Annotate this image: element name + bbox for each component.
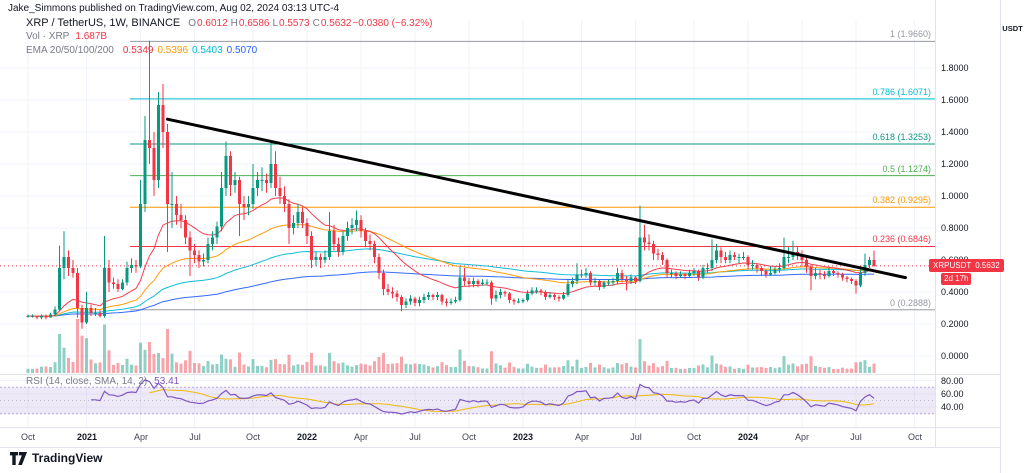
- badge-price: 0.5632: [975, 261, 1000, 270]
- ema-label: EMA 20/50/100/200: [26, 45, 114, 56]
- bar-countdown-badge: 2d 17h: [941, 273, 972, 285]
- ema-legend-row[interactable]: EMA 20/50/100/200 0.5349 0.5396 0.5403 0.50…: [26, 45, 433, 59]
- brand-name: TradingView: [32, 451, 103, 465]
- ohlc-values: O0.6012 H0.6586 L0.5573 C0.5632−0.0380 (−6.…: [188, 18, 433, 29]
- ema-values: 0.5349 0.5396 0.5403 0.5070: [122, 45, 258, 56]
- currency-usdt-button[interactable]: USDT: [1002, 24, 1023, 33]
- axis-separator: [935, 0, 936, 447]
- price-axis[interactable]: [935, 0, 1000, 427]
- chart-legend: XRP / TetherUS, 1W, BINANCE O0.6012 H0.65…: [26, 17, 433, 59]
- pane-separator[interactable]: [0, 374, 1000, 375]
- rsi-legend-row[interactable]: RSI (14, close, SMA, 14, 2) 53.41: [26, 376, 179, 387]
- toolbar-separator: [1000, 0, 1001, 473]
- footer-brand: TradingView: [10, 451, 102, 465]
- symbol-legend-row[interactable]: XRP / TetherUS, 1W, BINANCE O0.6012 H0.65…: [26, 17, 433, 31]
- attribution-text: Jake_Simmons published on TradingView.co…: [8, 3, 340, 14]
- time-axis[interactable]: [0, 427, 1000, 447]
- footer-separator: [0, 447, 1024, 448]
- tradingview-logo-icon[interactable]: [10, 451, 27, 465]
- last-price-badge: XRPUSDT 0.5632: [929, 259, 1004, 272]
- volume-label: Vol · XRP: [26, 31, 70, 42]
- volume-legend-row[interactable]: Vol · XRP 1.687B: [26, 31, 433, 45]
- badge-symbol: XRPUSDT: [933, 261, 972, 270]
- rsi-value: 53.41: [154, 376, 180, 387]
- symbol-title: XRP / TetherUS, 1W, BINANCE: [26, 17, 181, 29]
- currency-toolbar: USDT: [1001, 0, 1024, 473]
- time-axis-separator: [0, 427, 1000, 428]
- volume-value: 1.687B: [75, 31, 108, 42]
- rsi-label: RSI (14, close, SMA, 14, 2): [26, 376, 148, 387]
- main-chart-canvas[interactable]: [0, 0, 935, 428]
